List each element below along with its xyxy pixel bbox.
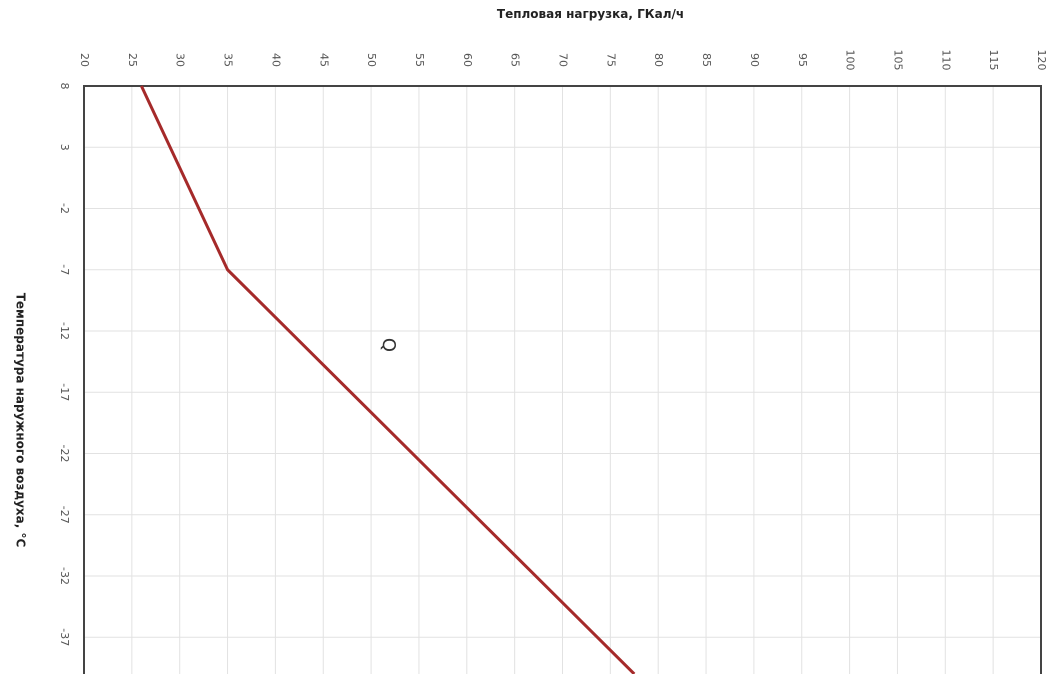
x-tick-label: 70: [557, 53, 570, 67]
x-tick-label: 90: [748, 53, 761, 67]
y-tick-label: -37: [58, 628, 71, 646]
y-tick-label: -22: [58, 445, 71, 463]
y-tick-label: -17: [58, 383, 71, 401]
y-tick-label: 8: [58, 83, 71, 90]
y-tick-label: -32: [58, 567, 71, 585]
x-tick-label: 95: [796, 53, 809, 67]
x-tick-label: 85: [700, 53, 713, 67]
x-tick-label: 80: [652, 53, 665, 67]
y-tick-label: -12: [58, 322, 71, 340]
x-tick-label: 105: [891, 50, 904, 71]
tick-labels: 20 25 30 35 40 45 50 55 60 65 70 75 80 85 90 95 100 105 11…: [58, 50, 1048, 647]
x-tick-label: 50: [365, 53, 378, 67]
x-tick-label: 110: [939, 50, 952, 71]
y-tick-label: -2: [58, 203, 71, 214]
x-tick-label: 120: [1035, 50, 1048, 71]
x-tick-label: 100: [844, 50, 857, 71]
series-label-q: Q: [378, 338, 399, 352]
x-tick-label: 60: [461, 53, 474, 67]
y-axis-title: Температура наружного воздуха, °С: [14, 293, 28, 548]
x-tick-label: 55: [413, 53, 426, 67]
x-tick-label: 115: [987, 50, 1000, 71]
x-axis-title: Тепловая нагрузка, ГКал/ч: [497, 7, 684, 21]
y-tick-label: -27: [58, 506, 71, 524]
x-tick-label: 75: [604, 53, 617, 67]
series-lines: [140, 85, 636, 674]
x-tick-label: 40: [269, 53, 282, 67]
x-tick-label: 20: [78, 53, 91, 67]
x-tick-label: 35: [222, 53, 235, 67]
y-tick-label: 3: [58, 144, 71, 151]
x-tick-label: 30: [174, 53, 187, 67]
plot-frame: [83, 85, 1042, 674]
grid: [83, 85, 1042, 674]
x-tick-label: 45: [317, 53, 330, 67]
x-tick-label: 25: [126, 53, 139, 67]
x-tick-label: 65: [509, 53, 522, 67]
series-line-q: [140, 85, 636, 674]
y-tick-label: -7: [58, 264, 71, 275]
